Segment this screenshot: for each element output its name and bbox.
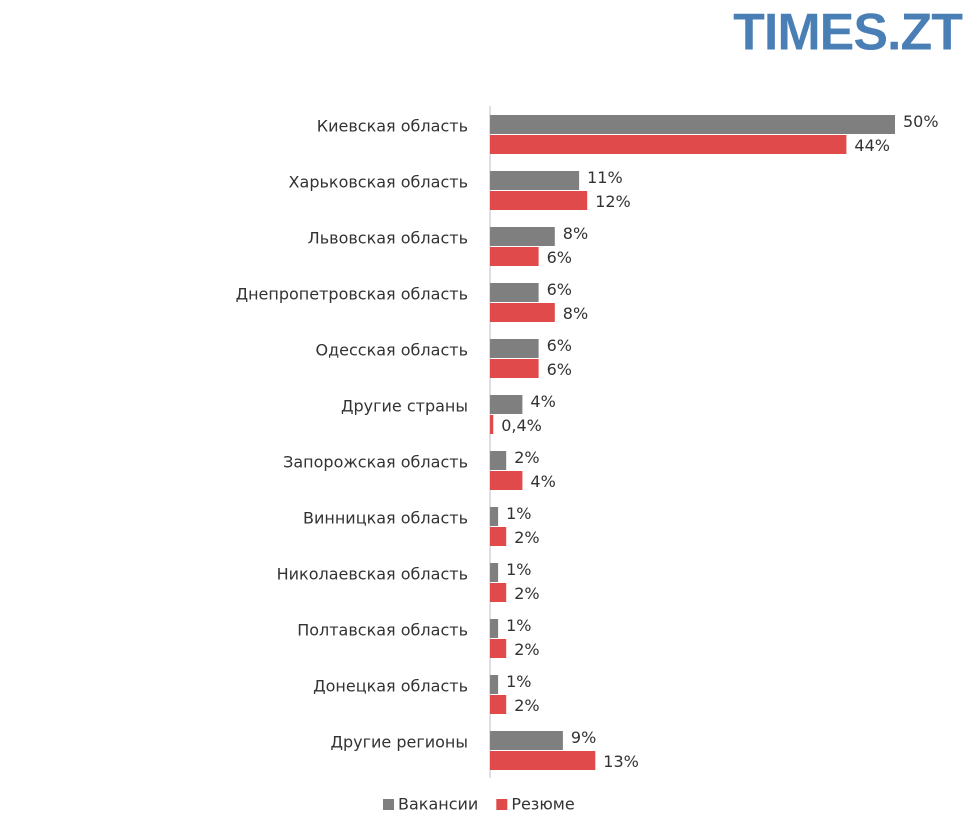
bar <box>490 751 596 770</box>
bar <box>490 247 539 266</box>
bar <box>490 731 563 750</box>
value-label: 11% <box>587 168 623 187</box>
value-label: 13% <box>603 752 639 771</box>
value-label: 50% <box>903 112 939 131</box>
legend-swatch <box>383 799 394 810</box>
bar <box>490 135 847 154</box>
category-label: Винницкая область <box>303 509 468 528</box>
bar <box>490 527 507 546</box>
bar <box>490 303 555 322</box>
value-label: 9% <box>571 728 596 747</box>
value-label: 4% <box>530 392 555 411</box>
category-label: Донецкая область <box>313 677 468 696</box>
category-label: Запорожская область <box>283 453 468 472</box>
value-label: 8% <box>563 224 588 243</box>
category-label: Другие регионы <box>330 733 468 752</box>
bar <box>490 583 507 602</box>
logo: TIMES.ZT <box>733 4 963 62</box>
bar <box>490 115 895 134</box>
value-label: 1% <box>506 616 531 635</box>
bar <box>490 171 580 190</box>
legend-label: Резюме <box>511 795 574 814</box>
value-label: 0,4% <box>501 416 542 435</box>
value-label: 2% <box>514 448 539 467</box>
bar <box>490 283 539 302</box>
value-label: 1% <box>506 560 531 579</box>
value-label: 2% <box>514 640 539 659</box>
value-label: 4% <box>530 472 555 491</box>
category-label: Одесская область <box>315 341 468 360</box>
bar <box>490 563 499 582</box>
category-label: Днепропетровская область <box>236 285 468 304</box>
category-label: Львовская область <box>308 229 468 248</box>
bar <box>490 359 539 378</box>
value-label: 44% <box>854 136 890 155</box>
bar <box>490 695 507 714</box>
bar <box>490 507 499 526</box>
category-label: Харьковская область <box>289 173 468 192</box>
bar <box>490 415 494 434</box>
value-label: 6% <box>547 248 572 267</box>
legend-swatch <box>496 799 508 810</box>
category-label: Другие страны <box>341 397 468 416</box>
bar <box>490 395 523 414</box>
bar <box>490 639 507 658</box>
bar <box>490 675 499 694</box>
bar <box>490 339 539 358</box>
value-label: 2% <box>514 528 539 547</box>
value-label: 6% <box>547 336 572 355</box>
category-label: Киевская область <box>317 117 468 136</box>
bar <box>490 191 588 210</box>
value-label: 2% <box>514 584 539 603</box>
bar <box>490 451 507 470</box>
value-label: 8% <box>563 304 588 323</box>
bar <box>490 227 555 246</box>
value-label: 1% <box>506 672 531 691</box>
bar <box>490 619 499 638</box>
value-label: 2% <box>514 696 539 715</box>
bar <box>490 471 523 490</box>
value-label: 1% <box>506 504 531 523</box>
value-label: 6% <box>547 360 572 379</box>
category-label: Полтавская область <box>297 621 468 640</box>
category-label: Николаевская область <box>277 565 468 584</box>
legend-label: Вакансии <box>398 795 478 814</box>
value-label: 6% <box>547 280 572 299</box>
value-label: 12% <box>595 192 631 211</box>
